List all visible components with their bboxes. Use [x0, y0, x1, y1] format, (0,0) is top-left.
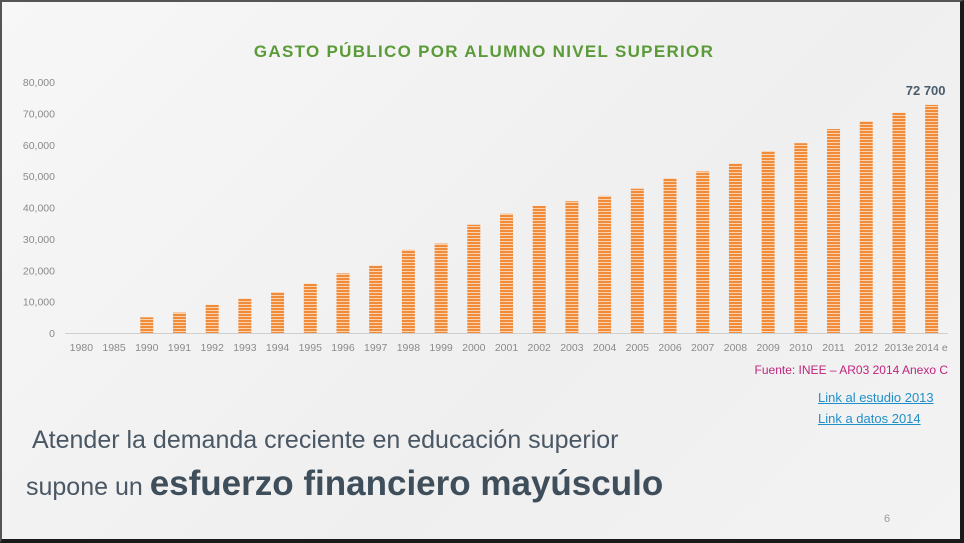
bar-1995: [303, 283, 317, 333]
y-tick-label: 60,000: [23, 140, 55, 152]
x-tick-label: 1996: [331, 342, 355, 354]
source-note: Fuente: INEE – AR03 2014 Anexo C: [754, 363, 948, 377]
bar-2001: [500, 213, 513, 333]
headline-emphasis: esfuerzo financiero mayúsculo: [149, 464, 664, 503]
x-tick-label: 1990: [135, 342, 159, 354]
bar-2011: [827, 129, 841, 333]
bar-1999: [434, 243, 448, 333]
bar-1996: [336, 273, 350, 333]
x-tick-label: 2005: [626, 342, 650, 354]
bar-2009: [761, 151, 775, 333]
x-tick-label: 1994: [266, 342, 290, 354]
x-tick-label: 2003: [560, 342, 584, 354]
x-tick-label: 2009: [756, 342, 780, 354]
bars-group: 72 700: [140, 83, 946, 333]
bar-2005: [630, 188, 644, 333]
x-tick-label: 2010: [789, 342, 813, 354]
y-tick-label: 70,000: [23, 108, 55, 120]
bar-2006: [663, 178, 677, 333]
x-tick-label: 1985: [102, 342, 126, 354]
x-tick-label: 2000: [462, 342, 486, 354]
x-tick-label: 2007: [691, 342, 715, 354]
y-axis: 0 10,000 20,000 30,000 40,000 50,000 60,000 70,…: [23, 77, 948, 340]
x-axis: 1980 1985 1990 1991 1992 1993 1994 1995 1996 1997…: [70, 342, 948, 354]
bar-2012: [859, 121, 873, 333]
link-data-2014[interactable]: Link a datos 2014: [818, 411, 921, 426]
bar-1994: [271, 292, 285, 333]
chart-title: GASTO PÚBLICO POR ALUMNO NIVEL SUPERIOR: [253, 42, 715, 61]
x-tick-label: 1998: [397, 342, 421, 354]
y-tick-label: 30,000: [23, 234, 55, 246]
bar-2014e: [925, 104, 939, 333]
y-tick-label: 40,000: [23, 203, 55, 215]
y-tick-label: 20,000: [23, 265, 55, 277]
headline-line-2: supone un esfuerzo financiero mayúsculo: [26, 464, 663, 504]
x-tick-label: 2008: [724, 342, 748, 354]
x-tick-label: 2013e: [884, 342, 913, 354]
x-tick-label: 2012: [855, 342, 879, 354]
bar-2002: [532, 205, 546, 333]
y-tick-label: 50,000: [23, 171, 55, 183]
page-number: 6: [884, 513, 891, 525]
x-tick-label: 1999: [429, 342, 453, 354]
headline-line-1: Atender la demanda creciente en educació…: [32, 426, 619, 454]
bar-1993: [238, 298, 252, 333]
y-tick-label: 80,000: [23, 77, 55, 89]
x-tick-label: 1995: [299, 342, 323, 354]
x-tick-label: 1991: [168, 342, 192, 354]
x-tick-label: 1980: [70, 342, 94, 354]
x-tick-label: 2004: [593, 342, 617, 354]
link-study-2013[interactable]: Link al estudio 2013: [818, 390, 934, 405]
x-tick-label: 2002: [528, 342, 552, 354]
x-tick-label: 2014 e: [916, 342, 948, 354]
headline-prefix: supone un: [26, 473, 150, 501]
bar-2000: [467, 224, 481, 333]
bar-2003: [565, 201, 579, 333]
bar-2013e: [892, 112, 906, 333]
bar-1997: [369, 265, 383, 333]
bar-chart: 0 10,000 20,000 30,000 40,000 50,000 60,000 70,…: [23, 77, 948, 354]
bar-2010: [794, 143, 808, 333]
x-tick-label: 2011: [822, 342, 845, 354]
y-tick-label: 10,000: [23, 297, 55, 309]
bar-2008: [728, 163, 742, 333]
bar-1991: [172, 312, 186, 333]
bar-1990: [140, 317, 154, 333]
bar-1992: [205, 304, 219, 333]
x-tick-label: 1993: [233, 342, 257, 354]
x-tick-label: 1992: [200, 342, 224, 354]
y-tick-label: 0: [49, 328, 55, 340]
bar-1998: [401, 249, 415, 333]
x-tick-label: 1997: [364, 342, 388, 354]
bar-2004: [598, 195, 612, 333]
x-tick-label: 2001: [495, 342, 519, 354]
bar-2007: [696, 171, 710, 333]
data-label-last: 72 700: [906, 83, 946, 98]
x-tick-label: 2006: [658, 342, 682, 354]
